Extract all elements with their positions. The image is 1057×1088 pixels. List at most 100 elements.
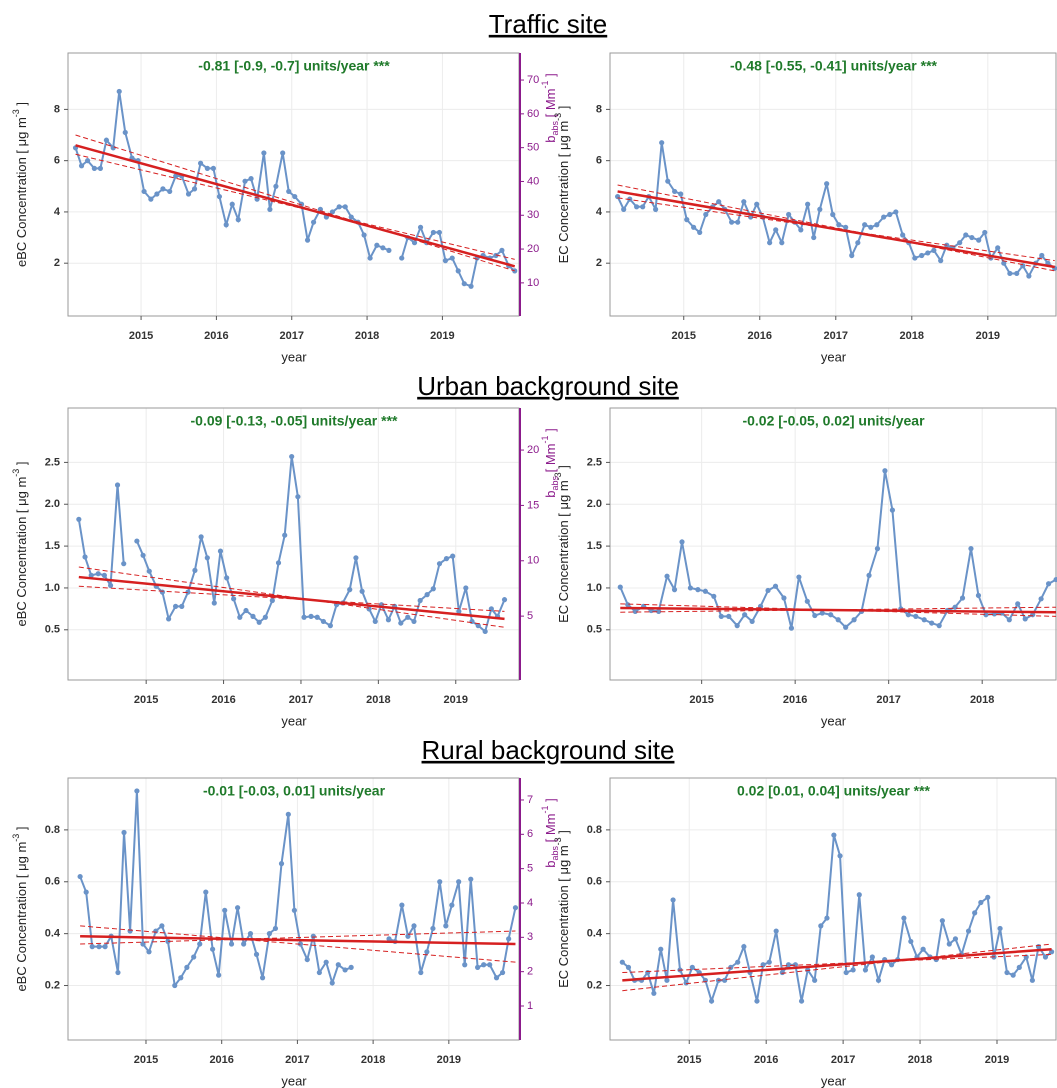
plot-frame (67, 52, 520, 317)
data-point (78, 163, 85, 169)
section-title: Urban background site (417, 371, 679, 401)
y-axis-label: EC Concentration [ μg m-3 ] (553, 830, 571, 988)
y-tick-label: 2.0 (45, 498, 60, 510)
x-tick-label: 2018 (361, 1054, 385, 1066)
x-tick-label: 2016 (748, 330, 772, 342)
x-tick-label: 2017 (824, 330, 848, 342)
data-line (77, 456, 506, 634)
data-point (901, 915, 907, 921)
data-point (165, 938, 171, 945)
y2-tick-label: 10 (527, 555, 539, 567)
data-point (765, 587, 771, 594)
data-point (450, 553, 456, 559)
data-point (796, 574, 802, 580)
data-point (134, 538, 140, 544)
x-axis-label: year (821, 349, 847, 364)
data-point (722, 977, 728, 983)
data-point (280, 150, 286, 156)
data-point (259, 975, 266, 981)
data-point (115, 969, 121, 976)
data-point (203, 889, 209, 895)
chart-title: -0.09 [-0.13, -0.05] units/year *** (191, 413, 399, 429)
data-point (224, 575, 230, 581)
data-point (235, 217, 241, 223)
x-axis-label: year (281, 1073, 307, 1088)
data-point (116, 88, 122, 95)
data-point (645, 969, 651, 976)
y-tick-label: 6 (54, 155, 60, 167)
y2-label-sub: abs (550, 121, 560, 136)
data-point (965, 928, 972, 934)
y2-tick-label: 5 (527, 863, 533, 875)
data-point (216, 972, 222, 978)
data-point (734, 623, 740, 629)
data-point (1001, 260, 1007, 266)
data-point (1045, 581, 1052, 587)
data-point (798, 998, 805, 1004)
data-point (849, 252, 855, 259)
data-point (726, 613, 732, 619)
data-point (741, 199, 747, 205)
data-point (411, 618, 417, 625)
data-point (91, 165, 97, 171)
data-point (140, 552, 146, 558)
data-point (329, 209, 336, 215)
data-point (868, 224, 874, 230)
data-point (308, 613, 314, 619)
data-point (282, 532, 288, 538)
data-point (353, 555, 359, 561)
data-point (102, 944, 108, 950)
data-point (475, 964, 481, 970)
data-point (997, 925, 1003, 932)
data-point (482, 628, 488, 635)
data-point (625, 602, 631, 608)
y2-label-end: ] (543, 73, 558, 80)
data-point (342, 967, 348, 973)
data-point (749, 618, 755, 625)
data-point (625, 964, 632, 970)
plot-frame (67, 407, 520, 681)
y2-label-end: ] (543, 798, 558, 805)
data-point (256, 619, 262, 625)
data-point (773, 928, 779, 934)
data-point (455, 268, 461, 274)
data-point (122, 129, 128, 136)
y-label-sup: -3 (11, 834, 21, 842)
y2-tick-label: 2 (527, 966, 533, 978)
data-point (874, 546, 881, 552)
data-point (210, 946, 216, 952)
y-label-sup: -3 (553, 472, 563, 480)
trend-line (75, 144, 516, 268)
data-point (461, 281, 467, 287)
y-axis-label: eBC Concentration [ μg m-3 ] (11, 826, 29, 991)
data-point (241, 941, 247, 947)
data-point (824, 915, 830, 921)
data-point (831, 832, 837, 838)
data-point (160, 186, 166, 192)
data-point (269, 597, 275, 604)
data-point (289, 453, 295, 460)
data-point (437, 879, 443, 885)
data-point (266, 931, 272, 937)
data-point (380, 245, 386, 251)
trend-line (617, 190, 1055, 269)
data-point (812, 612, 818, 619)
y-label-end: ] (556, 106, 571, 113)
y-label-sup: -3 (553, 113, 563, 121)
data-point (653, 206, 659, 212)
y2-tick-label: 40 (527, 175, 539, 187)
section-title: Rural background site (422, 735, 675, 765)
y2-label-sup: -1 (540, 80, 550, 88)
data-point (729, 219, 735, 225)
trend-bound (80, 925, 516, 963)
data-point (197, 160, 204, 166)
data-point (424, 949, 430, 955)
data-point (211, 600, 217, 606)
data-point (178, 975, 184, 981)
data-point (301, 614, 307, 620)
data-point (664, 977, 670, 983)
data-point (374, 242, 380, 248)
x-axis-label: year (281, 349, 307, 364)
y2-tick-label: 3 (527, 931, 533, 943)
